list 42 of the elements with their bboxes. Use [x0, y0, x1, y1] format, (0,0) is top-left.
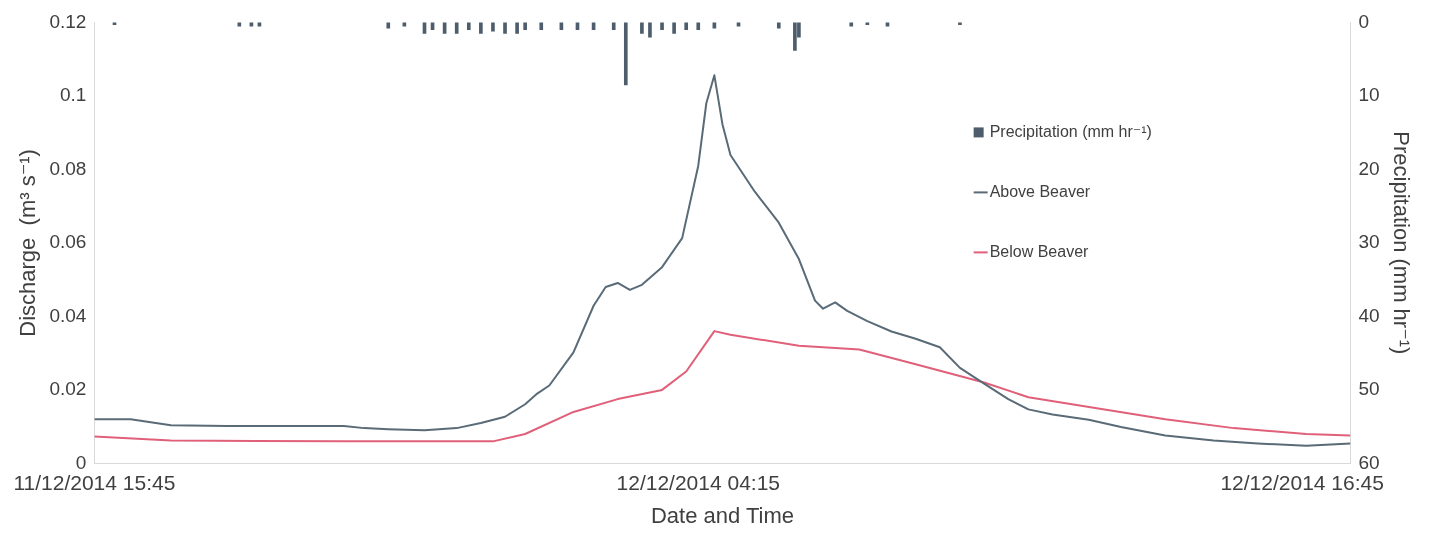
y2-tick-label: 20 — [1358, 157, 1380, 179]
y2-tick-label: 0 — [1358, 10, 1370, 32]
x-tick-label: 12/12/2014 16:45 — [1220, 470, 1384, 494]
y2-tick-label: 40 — [1358, 304, 1380, 326]
bar — [454, 22, 459, 34]
bar — [479, 22, 483, 34]
y-tick-label: 0.06 — [49, 231, 87, 253]
bar — [523, 22, 527, 31]
bar — [539, 22, 544, 31]
bar — [672, 22, 676, 34]
y-tick-label: 0.1 — [59, 84, 87, 106]
bar — [466, 22, 471, 31]
bar — [623, 22, 628, 86]
y-tick-label: 0.12 — [49, 10, 87, 32]
bar — [660, 22, 664, 31]
bar — [793, 22, 797, 51]
y-tick-label: 0.08 — [49, 157, 87, 179]
bar — [684, 22, 689, 31]
legend-label: Precipitation (mm hr⁻¹) — [989, 122, 1152, 140]
y2-tick-label: 50 — [1358, 378, 1380, 400]
bar — [696, 22, 701, 31]
x-axis-title: Date and Time — [650, 502, 794, 528]
bar — [640, 22, 644, 34]
bar — [491, 22, 495, 32]
y2-tick-label: 10 — [1358, 84, 1380, 106]
x-tick-label: 11/12/2014 15:45 — [13, 470, 176, 494]
y-tick-label: 0.04 — [49, 304, 87, 326]
y-tick-label: 0.02 — [49, 378, 87, 400]
legend-label: Below Beaver — [989, 242, 1090, 260]
y-axis-title: Discharge (m³ s⁻¹) — [15, 149, 41, 337]
x-tick-label: 12/12/2014 04:15 — [616, 470, 781, 494]
bar — [503, 22, 507, 34]
y2-tick-label: 60 — [1358, 451, 1380, 473]
bar — [386, 22, 391, 29]
bar — [776, 22, 781, 29]
bar — [648, 22, 652, 38]
bar — [611, 22, 616, 31]
bar — [515, 22, 519, 34]
y2-tick-label: 30 — [1358, 231, 1380, 253]
y2-axis-title: Precipitation (mm hr⁻¹) — [1388, 131, 1414, 355]
legend-label: Above Beaver — [989, 182, 1091, 200]
y-tick-label: 0 — [75, 451, 87, 473]
